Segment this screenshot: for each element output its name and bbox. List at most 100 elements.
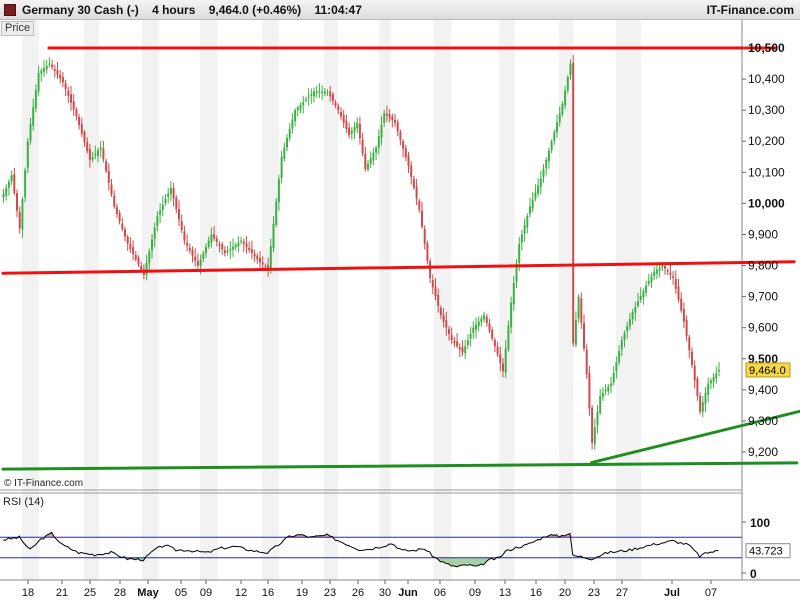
candle-body <box>161 204 164 211</box>
candle-body <box>264 266 267 268</box>
candle-body <box>43 68 45 72</box>
candle-body <box>45 65 48 70</box>
price-tick-label: 10,400 <box>748 72 785 86</box>
time-tick-label: 09 <box>200 587 212 599</box>
candle-body <box>248 247 251 250</box>
candle-body <box>404 148 407 158</box>
candle-body <box>564 90 567 106</box>
candle-body <box>607 386 610 392</box>
candle-body <box>18 212 21 229</box>
candle-body <box>353 126 356 132</box>
candle-body <box>577 296 580 319</box>
trendline-support-rising <box>590 409 800 465</box>
candle-body <box>450 334 453 341</box>
candle-body <box>469 333 472 339</box>
candle-body <box>583 322 585 349</box>
candle-body <box>480 318 483 323</box>
price-tick-label: 9,800 <box>748 259 778 273</box>
interval: 4 hours <box>152 3 196 17</box>
candle-body <box>445 320 448 328</box>
candle-body <box>269 246 272 269</box>
candle-body <box>221 244 224 250</box>
candle-body <box>499 354 502 363</box>
candle-body <box>431 280 434 288</box>
candle-body <box>72 101 75 110</box>
candle-body <box>277 179 280 203</box>
candle-body <box>475 324 477 330</box>
candle-body <box>391 116 394 121</box>
candle-body <box>51 64 54 68</box>
candle-body <box>612 372 615 383</box>
candle-body <box>91 156 94 160</box>
candle-body <box>491 329 494 339</box>
candle-body <box>529 206 531 214</box>
candle-body <box>453 340 456 344</box>
candle-body <box>302 102 305 106</box>
candle-body <box>574 319 577 345</box>
candle-body <box>421 210 423 227</box>
rsi-tick-label: 100 <box>750 516 770 530</box>
candle-body <box>496 347 499 355</box>
candle-body <box>423 228 426 244</box>
candle-body <box>588 372 591 409</box>
time-tick-label: 20 <box>559 587 571 599</box>
candle-body <box>226 251 229 253</box>
candle-body <box>134 255 137 260</box>
candle-body <box>372 152 375 161</box>
time-tick-label: 21 <box>56 587 68 599</box>
candle-body <box>256 255 259 260</box>
candle-body <box>2 194 5 198</box>
rsi-line <box>2 531 719 568</box>
candle-body <box>267 264 270 269</box>
candle-body <box>707 383 710 395</box>
candle-body <box>658 267 661 271</box>
candle-body <box>148 251 151 264</box>
candle-body <box>178 209 180 220</box>
candle-body <box>169 187 172 194</box>
candle-body <box>456 341 459 347</box>
candle-body <box>677 286 680 300</box>
price-tick-label: 9,600 <box>748 321 778 335</box>
candle-body <box>191 249 194 256</box>
candle-body <box>553 131 556 141</box>
candle-body <box>21 199 24 230</box>
candle-body <box>650 276 653 282</box>
time-tick-label: 30 <box>379 587 391 599</box>
candle-body <box>539 178 542 188</box>
chart-canvas[interactable]: 10,500 10,400 10,300 10,200 10,100 10,000 9,90… <box>0 20 800 600</box>
candle-body <box>210 234 213 243</box>
time-tick-label: 23 <box>324 587 336 599</box>
candle-body <box>388 113 391 118</box>
candle-body <box>164 199 167 204</box>
date-stripe <box>262 20 279 580</box>
candle-body <box>461 347 464 353</box>
candle-body <box>188 247 191 251</box>
candle-body <box>348 127 351 136</box>
candle-body <box>545 159 548 169</box>
candle-body <box>623 333 626 340</box>
candle-body <box>380 124 383 138</box>
candle-body <box>426 243 429 261</box>
candle-body <box>383 113 386 123</box>
candle-body <box>412 178 415 188</box>
watermark: © IT-Finance.com <box>4 478 83 489</box>
candle-body <box>580 298 583 323</box>
candle-body <box>13 174 16 194</box>
candle-body <box>542 169 545 178</box>
price-tick-label: 9,900 <box>748 227 778 241</box>
candle-body <box>121 223 124 229</box>
clock-time: 11:04:47 <box>314 3 362 17</box>
candle-body <box>288 128 291 139</box>
candle-body <box>458 347 461 350</box>
candle-body <box>407 155 410 167</box>
candle-body <box>167 193 170 197</box>
candle-body <box>245 243 248 247</box>
candle-body <box>655 269 658 274</box>
time-tick-label: 19 <box>296 587 308 599</box>
rsi-last-box <box>745 543 791 559</box>
candle-body <box>86 142 89 152</box>
last-change: 9,464.0 (+0.46%) <box>208 3 302 17</box>
date-stripe <box>499 20 515 580</box>
candle-body <box>369 158 372 164</box>
candle-body <box>97 150 99 156</box>
